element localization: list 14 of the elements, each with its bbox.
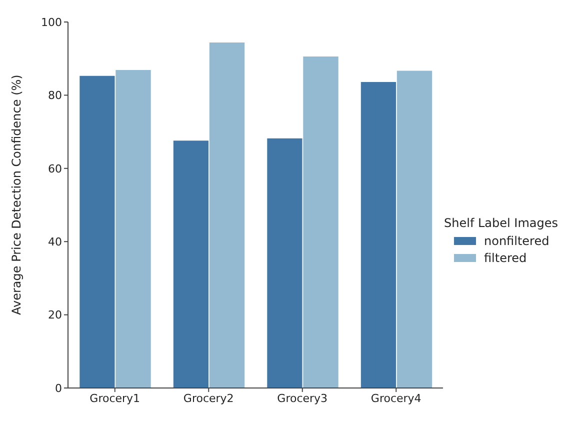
legend-label: nonfiltered bbox=[484, 234, 550, 248]
x-tick-label: Grocery3 bbox=[277, 392, 328, 405]
legend-title: Shelf Label Images bbox=[444, 216, 558, 230]
y-tick-label: 20 bbox=[48, 308, 62, 322]
y-tick-label: 100 bbox=[41, 16, 62, 29]
legend-label: filtered bbox=[484, 251, 527, 265]
y-tick-label: 80 bbox=[48, 89, 62, 102]
y-tick-label: 40 bbox=[48, 236, 62, 249]
x-tick-label: Grocery2 bbox=[183, 392, 234, 405]
y-tick-label: 0 bbox=[55, 382, 62, 395]
x-tick-label: Grocery4 bbox=[370, 392, 422, 405]
y-axis-title: Average Price Detection Confidence (%) bbox=[9, 74, 24, 315]
x-tick-label: Grocery1 bbox=[90, 392, 140, 405]
y-tick-label: 60 bbox=[48, 162, 62, 176]
